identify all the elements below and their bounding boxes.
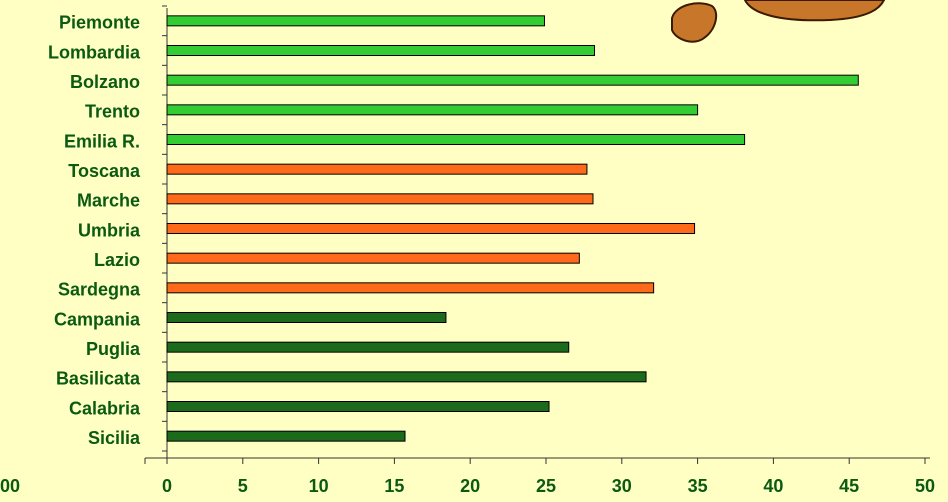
dog-illustration: [671, 0, 886, 43]
x-tick-label: 50: [915, 476, 935, 496]
y-tick-label: Puglia: [86, 339, 141, 359]
bar: [166, 163, 588, 175]
y-tick-label: Lombardia: [48, 42, 141, 62]
x-tick-label: 15: [384, 476, 404, 496]
x-tick-label: 30: [612, 476, 632, 496]
y-tick-label: Lazio: [94, 250, 140, 270]
bar: [166, 134, 746, 145]
bar: [166, 371, 647, 383]
bar: [166, 223, 696, 234]
bar: [166, 341, 570, 353]
x-tick-label: 0: [162, 476, 172, 496]
bar: [166, 401, 550, 412]
bar: [166, 430, 406, 442]
y-tick-label: Calabria: [69, 398, 141, 418]
bar: [166, 193, 594, 205]
bar: [166, 74, 859, 86]
bar: [166, 15, 545, 27]
y-tick-label: Basilicata: [56, 369, 141, 389]
y-tick-label: Marche: [77, 191, 140, 211]
x-tick-label: 5: [238, 476, 248, 496]
y-tick-label: Piemonte: [59, 13, 140, 33]
bar: [166, 45, 596, 56]
y-tick-label: Sicilia: [88, 428, 141, 448]
y-tick-label: Campania: [54, 309, 141, 329]
bar: [166, 312, 447, 323]
y-tick-label: Sardegna: [58, 280, 141, 300]
x-tick-label: 40: [763, 476, 783, 496]
y-tick-label: Bolzano: [70, 72, 140, 92]
x-tick-label: 10: [309, 476, 329, 496]
x-tick-label: 25: [536, 476, 556, 496]
y-tick-label: Umbria: [78, 220, 141, 240]
cropped-tick-label: 00: [0, 476, 20, 496]
y-tick-label: Emilia R.: [64, 131, 140, 151]
y-tick-label: Toscana: [68, 161, 141, 181]
bar: [166, 252, 580, 264]
x-tick-label: 45: [839, 476, 859, 496]
y-tick-label: Trento: [85, 102, 140, 122]
bar: [166, 282, 655, 294]
bar: [166, 104, 699, 116]
x-tick-label: 20: [460, 476, 480, 496]
x-tick-label: 35: [688, 476, 708, 496]
